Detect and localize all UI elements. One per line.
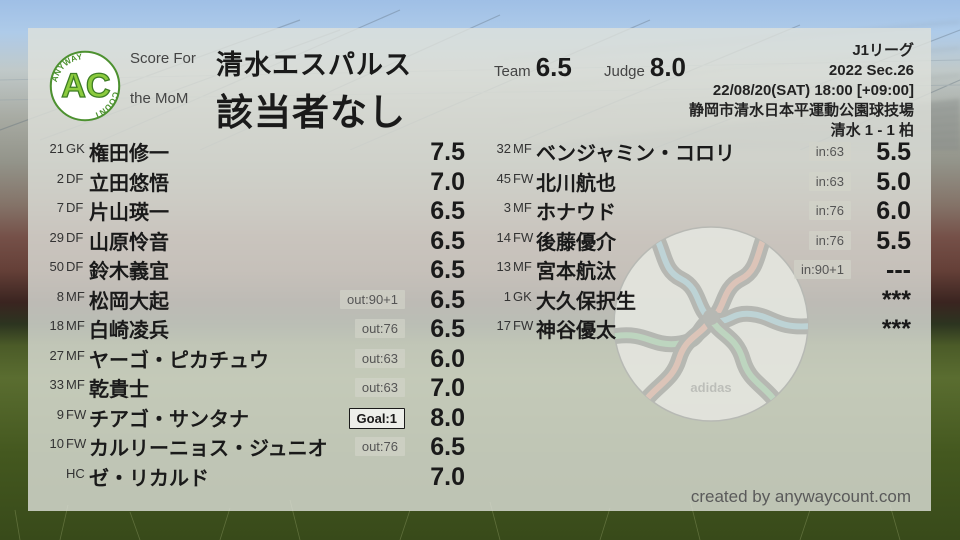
svg-text:AC: AC	[61, 67, 110, 105]
